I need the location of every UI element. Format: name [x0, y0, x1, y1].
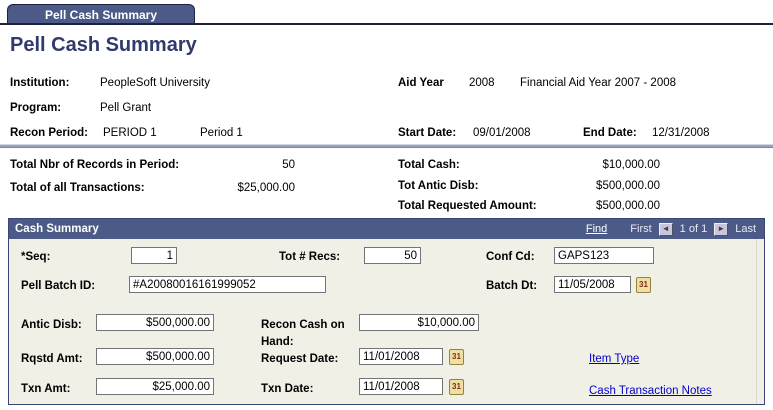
section-divider — [0, 144, 773, 148]
prev-row-button[interactable]: ◄ — [658, 222, 673, 236]
total-requested-value: $500,000.00 — [596, 200, 660, 212]
start-date-label: Start Date: — [398, 127, 457, 139]
txn-date-label: Txn Date: — [261, 383, 314, 395]
total-records-label: Total Nbr of Records in Period: — [10, 159, 180, 171]
tab-pell-cash-summary[interactable]: Pell Cash Summary — [7, 4, 195, 24]
start-date-value: 09/01/2008 — [473, 127, 531, 139]
tab-label: Pell Cash Summary — [44, 7, 158, 22]
txn-date-input[interactable] — [359, 378, 443, 395]
page-title: Pell Cash Summary — [10, 34, 197, 56]
cash-summary-header: Cash Summary Find First ◄ 1 of 1 ► Last — [9, 219, 764, 239]
txn-amt-label: Txn Amt: — [21, 383, 71, 395]
rqstd-amt-label: Rqstd Amt: — [21, 353, 83, 365]
find-link[interactable]: Find — [585, 223, 608, 235]
recon-cash-on-hand-input[interactable] — [359, 314, 479, 331]
item-type-link[interactable]: Item Type — [589, 353, 640, 365]
cash-summary-groupbox: Cash Summary Find First ◄ 1 of 1 ► Last … — [8, 218, 765, 405]
request-date-label: Request Date: — [261, 353, 339, 365]
first-label[interactable]: First — [630, 223, 652, 235]
tot-antic-disb-value: $500,000.00 — [596, 180, 660, 192]
last-label[interactable]: Last — [735, 223, 756, 235]
seq-label: *Seq: — [21, 251, 51, 263]
total-cash-label: Total Cash: — [398, 159, 460, 171]
txn-amt-input[interactable] — [96, 378, 214, 395]
next-arrow-icon: ► — [717, 224, 726, 233]
tot-recs-label: Tot # Recs: — [279, 251, 341, 263]
recon-cash-on-hand-label: Recon Cash on Hand: — [261, 319, 345, 348]
recon-period-description: Period 1 — [200, 127, 243, 139]
prev-arrow-icon: ◄ — [661, 224, 670, 233]
cash-transaction-notes-link[interactable]: Cash Transaction Notes — [589, 385, 712, 397]
groupbox-navigation: Find First ◄ 1 of 1 ► Last — [585, 222, 756, 236]
total-requested-label: Total Requested Amount: — [398, 200, 537, 212]
request-date-calendar-icon[interactable]: 31 — [449, 349, 464, 365]
batch-dt-calendar-icon[interactable]: 31 — [636, 277, 651, 293]
txn-date-calendar-icon[interactable]: 31 — [449, 379, 464, 395]
program-label: Program: — [10, 102, 62, 114]
batch-dt-input[interactable] — [554, 276, 631, 293]
pell-batch-id-input[interactable] — [129, 276, 326, 293]
total-transactions-label: Total of all Transactions: — [10, 182, 145, 194]
pell-batch-id-label: Pell Batch ID: — [21, 280, 96, 292]
tot-antic-disb-label: Tot Antic Disb: — [398, 180, 479, 192]
row-position-indicator: 1 of 1 — [679, 223, 708, 235]
conf-cd-label: Conf Cd: — [486, 251, 535, 263]
aid-year-label: Aid Year — [398, 77, 444, 89]
recon-period-label: Recon Period: — [10, 127, 88, 139]
total-transactions-value: $25,000.00 — [237, 182, 295, 194]
total-records-value: 50 — [282, 159, 295, 171]
antic-disb-input[interactable] — [96, 314, 214, 331]
groupbox-inner-edge — [756, 239, 757, 404]
aid-year-description: Financial Aid Year 2007 - 2008 — [520, 77, 677, 89]
recon-period-code: PERIOD 1 — [103, 127, 157, 139]
total-cash-value: $10,000.00 — [602, 159, 660, 171]
tot-recs-input[interactable] — [364, 247, 421, 264]
conf-cd-input[interactable] — [554, 247, 654, 264]
end-date-label: End Date: — [583, 127, 637, 139]
request-date-input[interactable] — [359, 348, 443, 365]
cash-summary-title: Cash Summary — [15, 223, 99, 235]
seq-input[interactable] — [131, 247, 177, 264]
tab-divider-line — [0, 23, 773, 25]
next-row-button[interactable]: ► — [714, 222, 729, 236]
aid-year-value: 2008 — [469, 77, 495, 89]
batch-dt-label: Batch Dt: — [486, 280, 538, 292]
end-date-value: 12/31/2008 — [652, 127, 710, 139]
institution-value: PeopleSoft University — [100, 77, 210, 89]
program-value: Pell Grant — [100, 102, 152, 114]
rqstd-amt-input[interactable] — [96, 348, 214, 365]
antic-disb-label: Antic Disb: — [21, 319, 82, 331]
institution-label: Institution: — [10, 77, 70, 89]
